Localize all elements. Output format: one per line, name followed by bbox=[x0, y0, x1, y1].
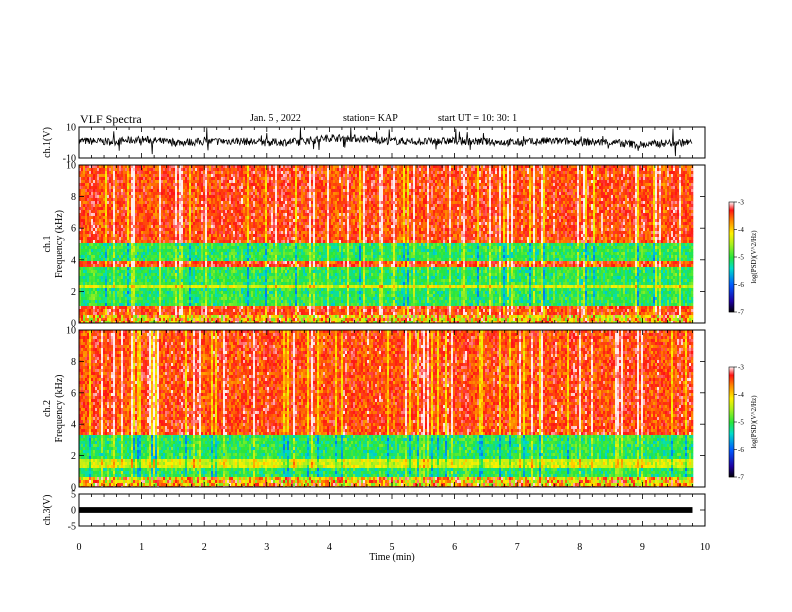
colorbar-tick-label: -4 bbox=[738, 226, 744, 234]
ch3-trace bbox=[79, 507, 692, 513]
colorbar-tick-label: -6 bbox=[738, 281, 744, 289]
colorbar-tick-label: -5 bbox=[738, 419, 744, 427]
x-tick-label: 6 bbox=[452, 542, 457, 553]
ch3-waveform-panel: 5 0 -5 ch.3(V) bbox=[42, 490, 705, 533]
y-tick-label: 6 bbox=[71, 388, 76, 399]
y-axis-label: ch.1(V) bbox=[42, 127, 53, 158]
y-axis-label: ch.1 bbox=[42, 236, 53, 253]
colorbar-tick-label: -5 bbox=[738, 254, 744, 262]
y-tick-label: 2 bbox=[71, 287, 76, 298]
y-tick-label: 4 bbox=[71, 420, 76, 431]
y-tick-label: 5 bbox=[71, 490, 76, 501]
ch2-colorbar: -3 -4 -5 -6 -7 log(PSD)(V^2/Hz) bbox=[729, 364, 758, 482]
colorbar-tick-label: -4 bbox=[738, 391, 744, 399]
vlf-spectra-figure: 10-10ch.1(V) 0246810ch.1 Frequency (kHz) … bbox=[0, 0, 792, 612]
y-tick-label: 10 bbox=[66, 161, 76, 172]
colorbar-tick-label: -7 bbox=[738, 309, 744, 317]
y-tick-label: 8 bbox=[71, 192, 76, 203]
y-tick-label: 0 bbox=[71, 506, 76, 517]
x-tick-label: 8 bbox=[577, 542, 582, 553]
x-tick-label: 10 bbox=[700, 542, 710, 553]
y-axis-label: ch.3(V) bbox=[42, 495, 53, 526]
x-tick-label: 0 bbox=[77, 542, 82, 553]
y-tick-label: -5 bbox=[68, 522, 76, 533]
colorbar-tick-label: -3 bbox=[738, 199, 744, 207]
y-tick-label: 10 bbox=[66, 326, 76, 337]
y-tick-label: 8 bbox=[71, 357, 76, 368]
colorbar-label: log(PSD)(V^2/Hz) bbox=[750, 395, 758, 449]
y-tick-label: 6 bbox=[71, 224, 76, 235]
y-tick-label: 2 bbox=[71, 451, 76, 462]
colorbar-tick-label: -3 bbox=[738, 364, 744, 372]
y-axis-label: ch.2 bbox=[42, 400, 53, 417]
x-tick-label: 4 bbox=[327, 542, 332, 553]
ch1-trace bbox=[79, 128, 692, 156]
spectrogram-cells bbox=[79, 330, 693, 487]
y-axis-label: Frequency (kHz) bbox=[54, 374, 65, 442]
colorbar-tick-label: -6 bbox=[738, 446, 744, 454]
x-tick-label: 9 bbox=[640, 542, 645, 553]
x-tick-label: 1 bbox=[139, 542, 144, 553]
x-tick-label: 2 bbox=[202, 542, 207, 553]
x-tick-label: 7 bbox=[515, 542, 520, 553]
colorbar-label: log(PSD)(V^2/Hz) bbox=[750, 230, 758, 284]
spectrogram-cells bbox=[79, 165, 693, 323]
x-axis-label: Time (min) bbox=[369, 552, 414, 563]
x-tick-label: 3 bbox=[264, 542, 269, 553]
ch1-colorbar: -3 -4 -5 -6 -7 log(PSD)(V^2/Hz) bbox=[729, 199, 758, 317]
y-tick-label: 10 bbox=[66, 123, 76, 134]
colorbar-tick-label: -7 bbox=[738, 474, 744, 482]
y-tick-label: 4 bbox=[71, 255, 76, 266]
y-axis-label: Frequency (kHz) bbox=[54, 210, 65, 278]
